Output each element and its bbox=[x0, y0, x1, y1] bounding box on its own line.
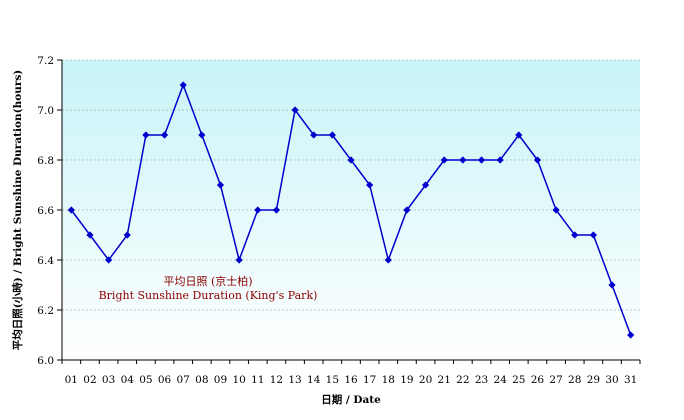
data-point-marker bbox=[123, 231, 131, 239]
data-point-marker bbox=[589, 231, 597, 239]
x-tick-label: 30 bbox=[605, 374, 618, 386]
data-point-marker bbox=[216, 181, 225, 189]
data-point-marker bbox=[272, 206, 281, 214]
y-axis-title: 平均日照(小時) / Bright Sunshine Duration(hour… bbox=[11, 70, 24, 351]
x-tick-label: 24 bbox=[493, 374, 507, 386]
y-tick-label: 7.0 bbox=[37, 105, 54, 117]
data-point-marker bbox=[403, 206, 411, 214]
data-point-marker bbox=[160, 131, 169, 139]
data-point-marker bbox=[421, 181, 430, 189]
data-point-marker bbox=[291, 106, 299, 114]
data-point-marker bbox=[347, 156, 355, 164]
axes bbox=[57, 59, 641, 364]
x-tick-label: 04 bbox=[121, 374, 135, 386]
x-tick-label: 01 bbox=[65, 374, 78, 386]
y-tick-label: 6.2 bbox=[37, 305, 54, 317]
x-tick-label: 14 bbox=[307, 374, 321, 386]
x-tick-label: 16 bbox=[344, 374, 358, 386]
x-tick-label: 22 bbox=[456, 374, 469, 386]
x-tick-label: 28 bbox=[568, 374, 581, 386]
y-tick-labels: 6.0 6.2 6.4 6.6 6.8 7.0 7.2 bbox=[37, 55, 54, 367]
data-point-marker bbox=[477, 156, 486, 164]
data-point-marker bbox=[67, 206, 75, 214]
data-point-marker bbox=[310, 131, 318, 139]
x-tick-label: 23 bbox=[475, 374, 488, 386]
data-point-marker bbox=[142, 131, 150, 139]
data-point-marker bbox=[384, 256, 392, 264]
x-tick-label: 18 bbox=[382, 374, 395, 386]
x-tick-label: 17 bbox=[363, 374, 376, 386]
x-tick-label: 20 bbox=[419, 374, 432, 386]
x-tick-label: 13 bbox=[288, 374, 301, 386]
data-point-marker bbox=[235, 256, 243, 264]
annotation-line-1: 平均日照 (京士柏) bbox=[163, 274, 252, 288]
data-point-marker bbox=[552, 206, 560, 214]
data-point-marker bbox=[571, 231, 579, 239]
data-point-marker bbox=[105, 256, 113, 264]
x-tick-label: 06 bbox=[158, 374, 172, 386]
x-tick-label: 05 bbox=[139, 374, 152, 386]
x-tick-label: 15 bbox=[326, 374, 339, 386]
x-tick-label: 31 bbox=[624, 374, 637, 386]
x-tick-label: 27 bbox=[549, 374, 562, 386]
x-tick-labels: 01 02 03 04 05 06 07 08 09 10 11 12 13 14 15 16 17 18 19 20… bbox=[65, 374, 638, 386]
x-tick-label: 09 bbox=[214, 374, 227, 386]
y-tick-label: 6.8 bbox=[37, 155, 54, 167]
x-tick-label: 21 bbox=[438, 374, 451, 386]
y-tick-label: 6.6 bbox=[37, 205, 54, 217]
x-tick-label: 03 bbox=[102, 374, 115, 386]
x-tick-label: 07 bbox=[177, 374, 190, 386]
x-tick-label: 29 bbox=[587, 374, 600, 386]
x-tick-label: 26 bbox=[531, 374, 545, 386]
x-tick-label: 08 bbox=[195, 374, 208, 386]
data-point-marker bbox=[366, 181, 374, 189]
y-tick-label: 6.4 bbox=[37, 255, 54, 267]
data-point-marker bbox=[198, 131, 206, 139]
x-tick-label: 19 bbox=[400, 374, 413, 386]
y-tick-label: 7.2 bbox=[37, 55, 54, 67]
data-point-marker bbox=[179, 81, 187, 89]
data-point-marker bbox=[86, 231, 94, 239]
data-point-marker bbox=[496, 156, 504, 164]
series-markers bbox=[67, 81, 635, 339]
data-point-marker bbox=[627, 331, 635, 339]
x-tick-label: 02 bbox=[83, 374, 96, 386]
data-point-marker bbox=[440, 156, 448, 164]
data-point-marker bbox=[608, 281, 616, 289]
x-tick-label: 10 bbox=[232, 374, 245, 386]
x-tick-label: 11 bbox=[251, 374, 264, 386]
data-point-marker bbox=[533, 156, 542, 164]
x-tick-label: 25 bbox=[512, 374, 525, 386]
x-axis-title: 日期 / Date bbox=[321, 393, 381, 406]
y-tick-label: 6.0 bbox=[37, 355, 54, 367]
data-point-marker bbox=[254, 206, 262, 214]
x-tick-label: 12 bbox=[270, 374, 283, 386]
annotation-line-2: Bright Sunshine Duration (King's Park) bbox=[99, 289, 318, 302]
data-point-marker bbox=[328, 131, 336, 139]
data-point-marker bbox=[515, 131, 523, 139]
data-point-marker bbox=[459, 156, 467, 164]
